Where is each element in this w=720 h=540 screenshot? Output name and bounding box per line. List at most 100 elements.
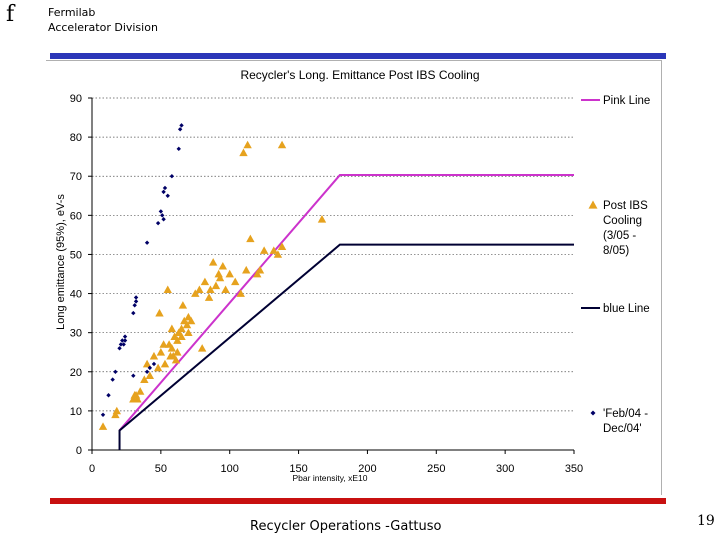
x-tick-label: 50 <box>155 463 167 475</box>
post-ibs-point <box>173 348 182 356</box>
post-ibs-point <box>142 359 152 368</box>
post-ibs-point <box>246 234 255 243</box>
post-ibs-point <box>239 148 248 157</box>
feb-dec-point <box>117 346 122 351</box>
feb-dec-point <box>165 193 170 198</box>
pink-line-series <box>118 174 574 432</box>
legend-swatch <box>590 410 596 416</box>
post-ibs-point <box>112 406 121 415</box>
post-ibs-point <box>186 316 196 325</box>
post-ibs-point <box>163 285 172 294</box>
post-ibs-point <box>242 265 251 274</box>
legend-label: (3/05 - <box>603 230 636 242</box>
x-axis-label: Pbar intensity, xE10 <box>293 473 368 483</box>
post-ibs-point <box>177 324 186 333</box>
post-ibs-point <box>167 324 177 333</box>
post-ibs-point <box>167 344 177 352</box>
post-ibs-point <box>177 332 186 340</box>
post-ibs-point <box>218 261 228 270</box>
post-ibs-point <box>173 336 182 344</box>
feb-dec-point <box>122 338 128 343</box>
feb-dec-point <box>110 377 115 382</box>
feb-dec-point <box>118 342 124 347</box>
legend-label: Post IBS <box>603 200 648 212</box>
y-tick-label: 80 <box>70 132 82 144</box>
post-ibs-point <box>156 348 166 356</box>
post-ibs-point <box>182 320 192 329</box>
post-ibs-point <box>111 410 120 419</box>
blue-line-series <box>118 243 574 450</box>
feb-dec-point <box>132 303 137 308</box>
post-ibs-point <box>195 285 204 294</box>
post-ibs-point <box>160 359 170 368</box>
fermilab-logo: f <box>6 2 15 27</box>
post-ibs-point <box>277 242 287 250</box>
org-line-2: Accelerator Division <box>48 21 158 34</box>
post-ibs-point <box>178 301 188 309</box>
org-line-1: Fermilab <box>48 6 96 19</box>
feb-dec-point <box>147 365 153 371</box>
post-ibs-point <box>273 250 283 258</box>
x-tick-label: 250 <box>427 463 445 475</box>
feb-dec-point <box>113 369 118 374</box>
legend-label: Cooling <box>603 215 642 227</box>
org-name: Fermilab Accelerator Division <box>48 5 158 35</box>
post-ibs-point <box>259 246 269 254</box>
post-ibs-point <box>149 351 159 360</box>
post-ibs-point <box>171 355 181 364</box>
post-ibs-point <box>140 375 149 383</box>
feb-dec-point <box>120 338 125 343</box>
post-ibs-point <box>269 246 278 254</box>
post-ibs-point <box>204 293 214 301</box>
feb-dec-point <box>161 217 166 222</box>
bottom-accent-bar <box>50 498 666 504</box>
feb-dec-point <box>155 220 161 226</box>
feb-dec-point <box>160 213 165 218</box>
y-tick-label: 0 <box>76 445 82 457</box>
feb-dec-point <box>176 146 181 152</box>
chart-title: Recycler's Long. Emittance Post IBS Cool… <box>240 68 479 82</box>
x-tick-label: 300 <box>496 463 514 475</box>
post-ibs-point <box>211 281 221 290</box>
post-ibs-point <box>206 285 215 294</box>
y-tick-label: 50 <box>70 249 82 261</box>
post-ibs-point <box>208 258 218 266</box>
y-tick-label: 10 <box>70 406 82 418</box>
feb-dec-point <box>179 123 184 128</box>
legend-label: 8/05) <box>603 245 629 257</box>
x-tick-label: 350 <box>565 463 583 475</box>
feb-dec-point <box>151 361 157 367</box>
post-ibs-point <box>133 394 142 403</box>
post-ibs-point <box>145 371 155 380</box>
feb-dec-point <box>121 342 126 347</box>
y-tick-label: 90 <box>70 93 82 105</box>
post-ibs-point <box>277 140 287 149</box>
post-ibs-point <box>317 215 327 223</box>
footer-text: Recycler Operations -Gattuso <box>250 519 442 534</box>
post-ibs-point <box>243 140 252 149</box>
y-axis-label: Long emittance (95%), eV-s <box>55 194 67 330</box>
x-tick-label: 100 <box>221 463 239 475</box>
page-number: 19 <box>697 513 715 529</box>
post-ibs-point <box>136 387 145 395</box>
feb-dec-point <box>131 373 136 378</box>
feb-dec-point <box>144 240 150 245</box>
y-tick-label: 20 <box>70 367 82 379</box>
feb-dec-point <box>169 174 175 179</box>
post-ibs-point <box>253 269 262 278</box>
legend-swatch <box>588 200 598 209</box>
legend-label: 'Feb/04 - <box>603 408 648 420</box>
post-ibs-point <box>184 328 193 337</box>
feb-dec-point <box>177 127 183 132</box>
x-tick-label: 200 <box>358 463 376 475</box>
x-tick-label: 150 <box>289 463 307 475</box>
legend-label: Pink Line <box>603 95 650 107</box>
chart-frame <box>46 60 662 495</box>
legend-label: Dec/04' <box>603 423 642 435</box>
feb-dec-point <box>106 393 111 398</box>
feb-dec-point <box>161 189 166 195</box>
legend-label: blue Line <box>603 303 650 315</box>
y-tick-label: 60 <box>70 210 82 222</box>
feb-dec-point <box>131 310 136 316</box>
